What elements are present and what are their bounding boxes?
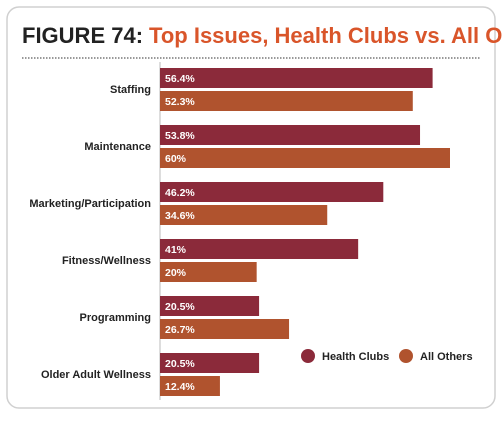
figure-label: FIGURE 74: <box>22 23 143 48</box>
y-tick-label: Older Adult Wellness <box>41 369 151 381</box>
y-tick-label: Marketing/Participation <box>29 198 151 210</box>
bar <box>160 182 384 202</box>
bar <box>160 353 260 373</box>
data-label: 56.4% <box>165 73 195 85</box>
legend-label: Health Clubs <box>322 351 389 363</box>
legend-swatch <box>301 349 315 363</box>
legend-swatch <box>399 349 413 363</box>
bar <box>160 296 260 316</box>
data-label: 20.5% <box>165 301 195 313</box>
chart-title: Top Issues, Health Clubs vs. All Others <box>149 23 502 48</box>
data-label: 60% <box>165 153 187 165</box>
bar <box>160 148 450 168</box>
y-tick-label: Staffing <box>110 84 151 96</box>
data-label: 26.7% <box>165 324 195 336</box>
data-label: 20.5% <box>165 358 195 370</box>
data-label: 20% <box>165 267 187 279</box>
bar <box>160 91 413 111</box>
bar <box>160 68 433 88</box>
data-label: 46.2% <box>165 187 195 199</box>
bar <box>160 262 257 282</box>
y-tick-label: Programming <box>79 312 151 324</box>
bar <box>160 125 421 145</box>
data-label: 41% <box>165 244 187 256</box>
data-label: 34.6% <box>165 210 195 222</box>
data-label: 52.3% <box>165 96 195 108</box>
bar <box>160 319 290 339</box>
y-tick-label: Maintenance <box>84 141 151 153</box>
bar <box>160 376 220 396</box>
bar <box>160 239 359 259</box>
data-label: 12.4% <box>165 381 195 393</box>
y-tick-label: Fitness/Wellness <box>62 255 151 267</box>
data-label: 53.8% <box>165 130 195 142</box>
bar <box>160 205 328 225</box>
title: FIGURE 74: Top Issues, Health Clubs vs. A… <box>22 23 502 48</box>
legend-label: All Others <box>420 351 473 363</box>
